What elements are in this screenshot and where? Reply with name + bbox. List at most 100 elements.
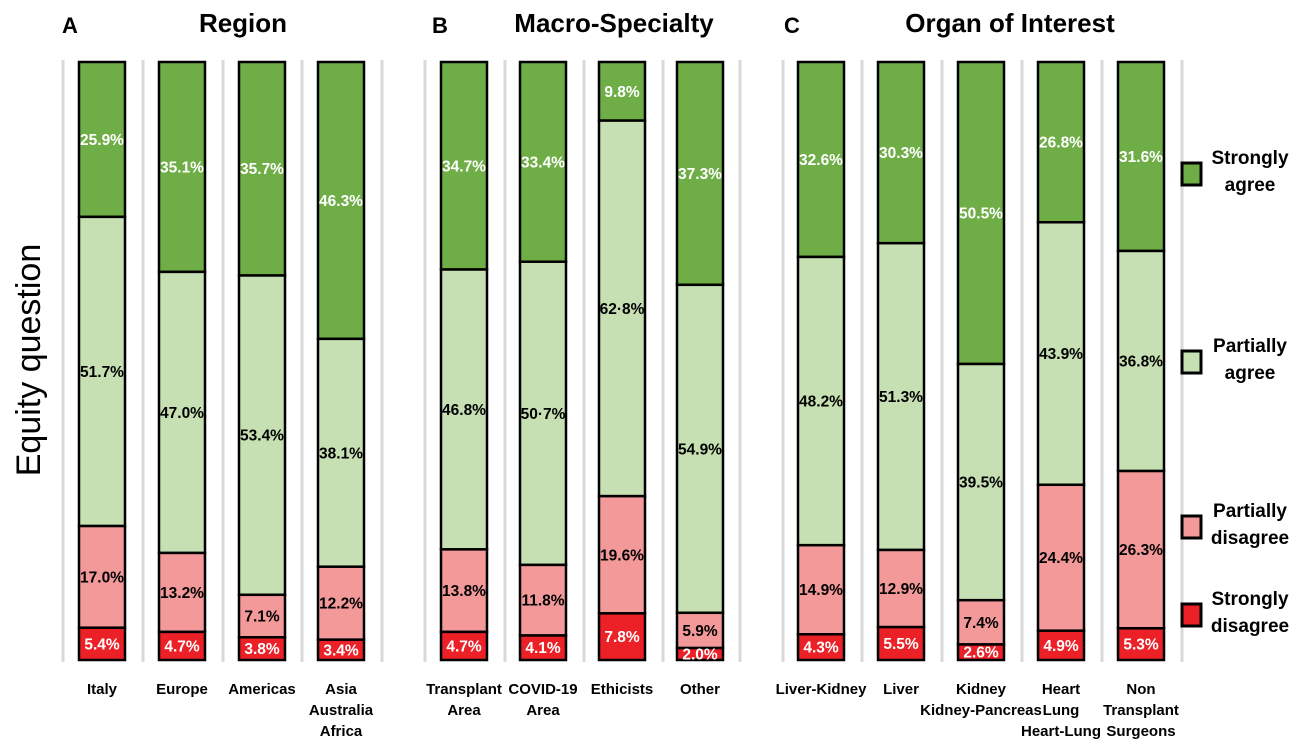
bar-segment-partially-agree [956,362,1006,602]
bar-segment-partially-disagree [1036,483,1086,632]
bar-segment-partially-agree [439,268,489,551]
bar-segment-strongly-disagree [237,636,287,662]
data-label: 13.2% [160,585,204,602]
data-label: 46.8% [442,402,486,419]
separators [61,60,1184,662]
legend-label: Partially [1213,501,1287,522]
category-label: Kidney-Pancreas [920,702,1042,719]
data-label: 26.3% [1119,542,1163,559]
data-label: 54.9% [678,441,722,458]
bar-segment-strongly-agree [237,60,287,277]
legend: Strongly agree Partially agree Partially disa… [1180,148,1289,637]
panel-title: Region [199,8,287,38]
stacked-bar: 9.8% 62·8% 19.6% 7.8% [597,60,647,662]
bar-segment-strongly-disagree [597,612,647,662]
bar-segment-partially-disagree [597,494,647,615]
stacked-bar: 34.7% 46.8% 13.8% 4.7% [439,60,489,662]
data-label: 12.9% [879,581,923,598]
bar-segment-partially-disagree [518,563,568,637]
data-label: 9.8% [604,84,640,101]
bar-segment-partially-disagree [316,565,366,641]
legend-label: agree [1225,363,1276,384]
category-label: Europe [156,681,208,698]
stacked-bar: 35.1% 47.0% 13.2% 4.7% [157,60,207,662]
data-label: 24.4% [1039,550,1083,567]
category-label: Transplant [426,681,502,698]
data-label: 34.7% [442,158,486,175]
bar-segment-partially-disagree [1116,469,1166,630]
data-label: 48.2% [799,394,843,411]
bar-segment-partially-agree [876,241,926,552]
stacked-bar: 50.5% 39.5% 7.4% 2.6% [956,60,1006,662]
category-label: Asia [325,681,357,698]
bar-segment-strongly-agree [675,60,725,287]
category-label: Australia [309,702,374,719]
data-label: 4.7% [164,638,200,655]
stacked-bar: 30.3% 51.3% 12.9% 5.5% [876,60,926,662]
stacked-bar: 31.6% 36.8% 26.3% 5.3% [1116,60,1166,662]
panel-headers: A Region B Macro-Specialty C Organ of Interes… [62,8,1115,38]
bar-segment-partially-agree [1036,221,1086,487]
bar-segment-partially-agree [157,270,207,555]
panel-letter: C [784,13,800,38]
category-label: Heart [1042,681,1080,698]
data-label: 53.4% [240,428,284,445]
stacked-bar: 32.6% 48.2% 14.9% 4.3% [796,60,846,662]
bar-segment-strongly-disagree [518,634,568,662]
data-label: 5.3% [1123,637,1159,654]
data-label: 25.9% [80,132,124,149]
y-axis-label: Equity question [10,244,48,477]
data-label: 31.6% [1119,149,1163,166]
data-label: 7.4% [963,615,999,632]
category-label: Africa [320,723,363,740]
data-label: 32.6% [799,152,843,169]
data-label: 5.5% [883,636,919,653]
bar-segment-strongly-agree [439,60,489,271]
category-label: Heart-Lung [1021,723,1101,740]
data-label: 3.4% [323,642,359,659]
bar-segment-partially-disagree [237,593,287,639]
legend-label: disagree [1211,616,1289,637]
data-label: 38.1% [319,445,363,462]
category-label: COVID-19 [508,681,577,698]
bar-segment-partially-agree [796,255,846,547]
bars: 25.9%51.7%17.0%5.4%35.1%47.0%13.2%4.7%35… [77,60,1166,664]
category-label: Italy [87,681,118,698]
data-label: 50·7% [521,406,566,423]
panel-title: Organ of Interest [905,8,1115,38]
bar-segment-strongly-disagree [796,633,846,662]
legend-label: Strongly [1211,589,1288,610]
legend-swatch-strongly-disagree [1180,602,1203,628]
category-label: Liver-Kidney [776,681,868,698]
panel-letter: A [62,13,78,38]
data-label: 37.3% [678,166,722,183]
data-label: 7.1% [244,609,280,626]
legend-label: disagree [1211,528,1289,549]
data-label: 11.8% [521,593,564,610]
legend-label: Partially [1213,336,1287,357]
category-labels: Italy Europe Americas Asia Australia Africa Tr… [87,681,1179,740]
bar-segment-partially-agree [316,337,366,568]
bar-segment-strongly-agree [157,60,207,274]
panel-letter: B [432,13,448,38]
bar-segment-strongly-disagree [77,626,127,662]
data-label: 35.1% [160,159,204,176]
bar-segment-strongly-agree [597,60,647,122]
bar-segment-partially-agree [237,274,287,597]
category-label: Liver [883,681,919,698]
category-label: Area [447,702,481,719]
category-label: Non [1126,681,1155,698]
legend-label: agree [1225,175,1276,196]
data-label: 43.9% [1039,346,1083,363]
data-label: 47.0% [160,405,204,422]
data-label: 19.6% [600,547,644,564]
category-label: Other [680,681,720,698]
data-label: 4.7% [446,638,482,655]
data-label: 33.4% [521,154,565,171]
data-label: 39.5% [959,475,1003,492]
data-label: 2.6% [963,645,999,662]
bar-segment-strongly-disagree [439,630,489,662]
category-label: Americas [228,681,296,698]
bar-segment-partially-disagree [157,551,207,634]
